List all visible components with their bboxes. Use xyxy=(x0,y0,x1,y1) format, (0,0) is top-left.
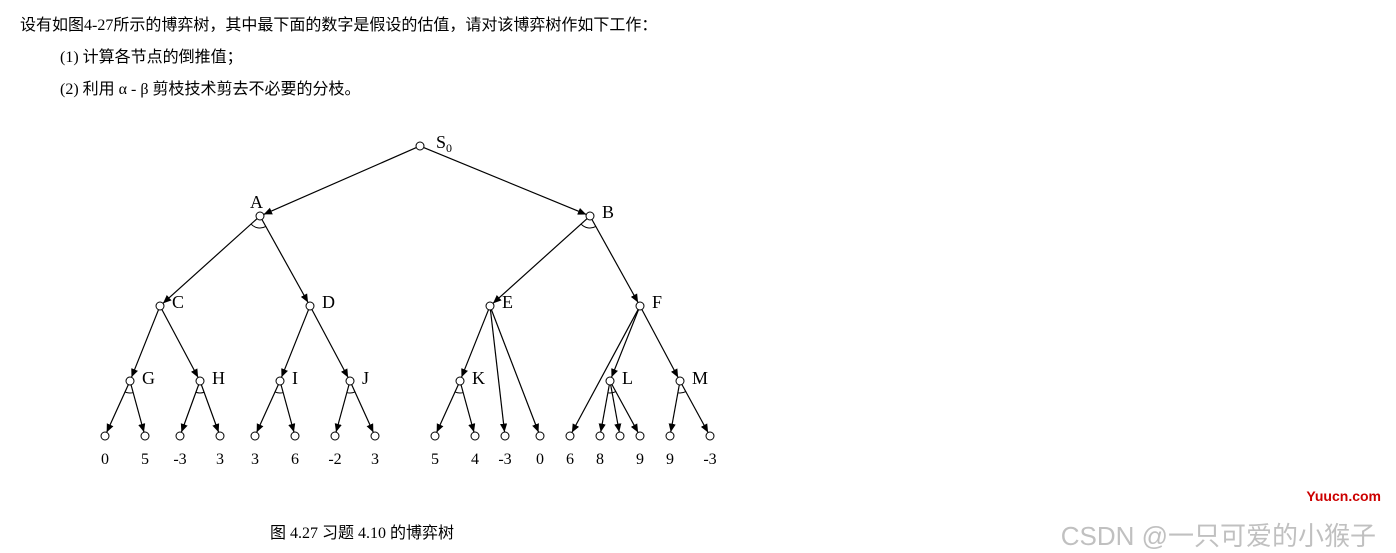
svg-text:S0: S0 xyxy=(436,132,452,155)
svg-text:F: F xyxy=(652,292,662,312)
svg-text:D: D xyxy=(322,292,335,312)
svg-text:6: 6 xyxy=(291,451,299,468)
watermark-yuucn: Yuucn.com xyxy=(1306,488,1381,504)
svg-text:5: 5 xyxy=(431,451,439,468)
svg-text:M: M xyxy=(692,368,708,388)
svg-text:8: 8 xyxy=(596,451,604,468)
svg-text:I: I xyxy=(292,368,298,388)
svg-text:3: 3 xyxy=(251,451,259,468)
svg-text:K: K xyxy=(472,368,485,388)
svg-text:0: 0 xyxy=(101,451,109,468)
svg-text:4: 4 xyxy=(471,451,479,468)
svg-text:9: 9 xyxy=(666,451,674,468)
svg-text:J: J xyxy=(362,368,369,388)
item-2: (2) 利用 α - β 剪枝技术剪去不必要的分枝。 xyxy=(20,74,1376,106)
svg-text:B: B xyxy=(602,202,614,222)
svg-text:5: 5 xyxy=(141,451,149,468)
svg-text:A: A xyxy=(250,192,263,212)
svg-text:E: E xyxy=(502,292,513,312)
problem-text: 设有如图4-27所示的博弈树，其中最下面的数字是假设的估值，请对该博弈树作如下工… xyxy=(20,10,1376,106)
svg-text:6: 6 xyxy=(566,451,574,468)
svg-text:H: H xyxy=(212,368,225,388)
svg-text:-3: -3 xyxy=(498,451,511,468)
svg-text:-3: -3 xyxy=(703,451,716,468)
intro-line: 设有如图4-27所示的博弈树，其中最下面的数字是假设的估值，请对该博弈树作如下工… xyxy=(20,10,1376,42)
game-tree-diagram: S0ABCDEFGHIJKLM05-3336-2354899-3-306 图 4… xyxy=(20,106,1376,543)
watermark-csdn: CSDN @一只可爱的小猴子 xyxy=(1061,516,1376,553)
svg-text:0: 0 xyxy=(536,451,544,468)
item-1: (1) 计算各节点的倒推值； xyxy=(20,42,1376,74)
tree-svg: S0 A B C D E F G H I J K L M 0 5 -3 3 3 6 -2 3 5 4 8 9 9 -3 -3 0 6 xyxy=(50,126,750,506)
svg-text:G: G xyxy=(142,368,155,388)
svg-text:3: 3 xyxy=(371,451,379,468)
svg-text:9: 9 xyxy=(636,451,644,468)
svg-text:L: L xyxy=(622,368,633,388)
svg-text:-2: -2 xyxy=(328,451,341,468)
svg-text:3: 3 xyxy=(216,451,224,468)
svg-text:-3: -3 xyxy=(173,451,186,468)
svg-text:C: C xyxy=(172,292,184,312)
